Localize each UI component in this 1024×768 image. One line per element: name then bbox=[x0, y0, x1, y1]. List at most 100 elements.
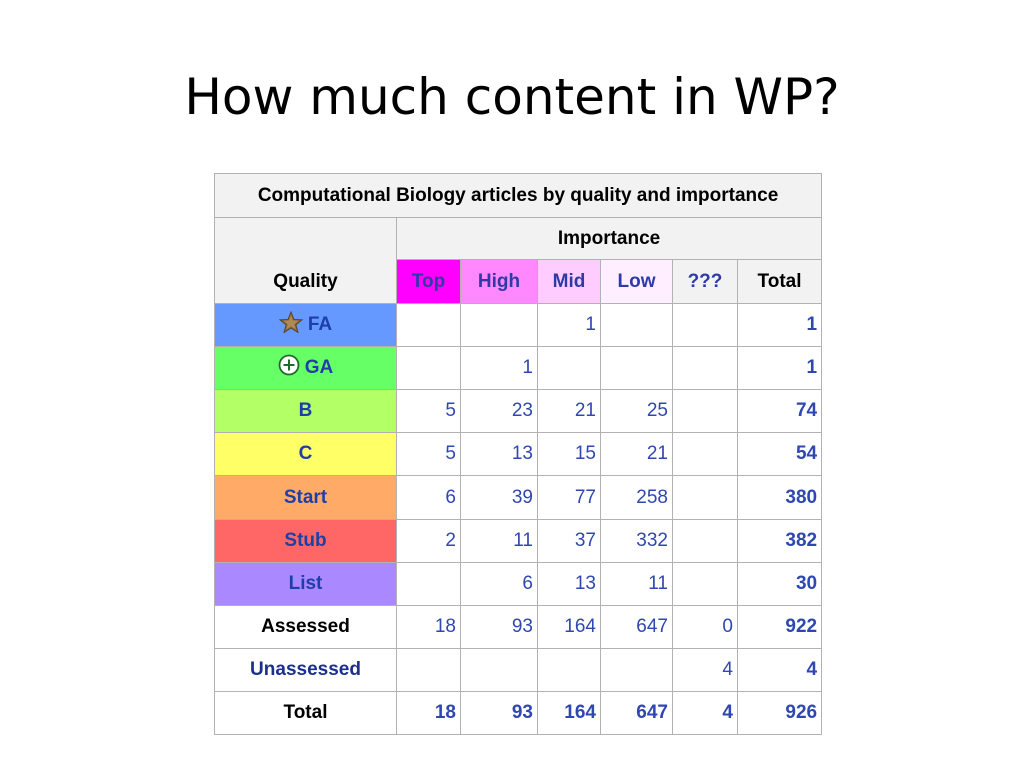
cell-total-unknown[interactable]: 4 bbox=[672, 690, 738, 736]
column-header-unknown[interactable]: ??? bbox=[672, 259, 738, 305]
cell-list-mid[interactable]: 13 bbox=[537, 561, 601, 606]
cell-total-top[interactable]: 18 bbox=[396, 690, 461, 736]
cell-ga-mid bbox=[537, 346, 601, 391]
column-label: High bbox=[477, 270, 521, 292]
cell-unassessed-high bbox=[460, 647, 538, 692]
cell-fa-mid[interactable]: 1 bbox=[537, 303, 601, 348]
cell-unassessed-mid bbox=[537, 647, 601, 692]
row-label-stub[interactable]: Stub bbox=[214, 518, 397, 563]
cell-list-total[interactable]: 30 bbox=[736, 561, 823, 606]
cell-c-mid[interactable]: 15 bbox=[537, 432, 601, 477]
cell-ga-unknown bbox=[672, 346, 738, 391]
cell-b-mid[interactable]: 21 bbox=[537, 389, 601, 434]
cell-total-high[interactable]: 93 bbox=[460, 690, 538, 736]
cell-c-total[interactable]: 54 bbox=[736, 432, 823, 477]
cell-b-unknown bbox=[672, 389, 738, 434]
cell-stub-high[interactable]: 11 bbox=[460, 518, 538, 563]
featured-star-icon bbox=[278, 310, 304, 339]
cell-c-top[interactable]: 5 bbox=[396, 432, 461, 477]
cell-c-unknown bbox=[672, 432, 738, 477]
row-label-b[interactable]: B bbox=[214, 389, 397, 434]
cell-fa-high bbox=[460, 303, 538, 348]
table-row: Start 6 39 77 258 380 bbox=[214, 475, 823, 520]
cell-assessed-top[interactable]: 18 bbox=[396, 604, 461, 649]
cell-stub-low[interactable]: 332 bbox=[600, 518, 673, 563]
cell-ga-low bbox=[600, 346, 673, 391]
quality-label: FA bbox=[307, 314, 333, 336]
table-row: Unassessed 4 4 bbox=[214, 647, 823, 692]
quality-importance-table: Computational Biology articles by qualit… bbox=[213, 172, 823, 736]
cell-stub-total[interactable]: 382 bbox=[736, 518, 823, 563]
table-row: List 6 13 11 30 bbox=[214, 561, 823, 606]
cell-total-mid[interactable]: 164 bbox=[537, 690, 601, 736]
table-row: Total 18 93 164 647 4 926 bbox=[214, 690, 823, 736]
cell-start-high[interactable]: 39 bbox=[460, 475, 538, 520]
good-article-plus-icon bbox=[278, 354, 300, 382]
row-label-c[interactable]: C bbox=[214, 432, 397, 477]
cell-total-total[interactable]: 926 bbox=[736, 690, 823, 736]
cell-fa-top bbox=[396, 303, 461, 348]
cell-unassessed-total[interactable]: 4 bbox=[736, 647, 823, 692]
cell-unassessed-top bbox=[396, 647, 461, 692]
table-row: Assessed 18 93 164 647 0 922 bbox=[214, 604, 823, 649]
row-label-unassessed[interactable]: Unassessed bbox=[214, 647, 397, 692]
quality-header: Quality bbox=[214, 217, 397, 305]
table-row: B 5 23 21 25 74 bbox=[214, 389, 823, 434]
cell-unassessed-low bbox=[600, 647, 673, 692]
cell-ga-top bbox=[396, 346, 461, 391]
column-header-mid[interactable]: Mid bbox=[537, 259, 601, 305]
row-label-list[interactable]: List bbox=[214, 561, 397, 606]
cell-start-mid[interactable]: 77 bbox=[537, 475, 601, 520]
column-header-top[interactable]: Top bbox=[396, 259, 461, 305]
cell-stub-unknown bbox=[672, 518, 738, 563]
column-header-low[interactable]: Low bbox=[600, 259, 673, 305]
table-row: FA 1 1 bbox=[214, 303, 823, 348]
cell-start-total[interactable]: 380 bbox=[736, 475, 823, 520]
cell-list-low[interactable]: 11 bbox=[600, 561, 673, 606]
cell-unassessed-unknown[interactable]: 4 bbox=[672, 647, 738, 692]
cell-ga-high[interactable]: 1 bbox=[460, 346, 538, 391]
cell-b-top[interactable]: 5 bbox=[396, 389, 461, 434]
cell-assessed-mid[interactable]: 164 bbox=[537, 604, 601, 649]
table-row: C 5 13 15 21 54 bbox=[214, 432, 823, 477]
importance-header: Importance bbox=[395, 217, 823, 261]
column-header-total: Total bbox=[736, 259, 823, 305]
table-row: Stub 2 11 37 332 382 bbox=[214, 518, 823, 563]
cell-ga-total[interactable]: 1 bbox=[736, 346, 823, 391]
cell-list-top bbox=[396, 561, 461, 606]
row-label-fa[interactable]: FA bbox=[214, 303, 397, 348]
column-label: Mid bbox=[552, 270, 586, 292]
cell-c-low[interactable]: 21 bbox=[600, 432, 673, 477]
cell-assessed-unknown[interactable]: 0 bbox=[672, 604, 738, 649]
table-caption: Computational Biology articles by qualit… bbox=[213, 172, 823, 219]
cell-start-top[interactable]: 6 bbox=[396, 475, 461, 520]
cell-assessed-low[interactable]: 647 bbox=[600, 604, 673, 649]
cell-total-low[interactable]: 647 bbox=[600, 690, 673, 736]
row-label-total: Total bbox=[214, 690, 397, 736]
column-label: ??? bbox=[687, 270, 723, 292]
cell-b-high[interactable]: 23 bbox=[460, 389, 538, 434]
quality-label: GA bbox=[304, 357, 334, 379]
column-header-high[interactable]: High bbox=[460, 259, 538, 305]
cell-list-high[interactable]: 6 bbox=[460, 561, 538, 606]
cell-c-high[interactable]: 13 bbox=[460, 432, 538, 477]
cell-b-total[interactable]: 74 bbox=[736, 389, 823, 434]
column-label: Total bbox=[757, 270, 802, 292]
cell-fa-unknown bbox=[672, 303, 738, 348]
column-label: Top bbox=[411, 270, 446, 292]
slide-title: How much content in WP? bbox=[184, 68, 840, 126]
cell-start-low[interactable]: 258 bbox=[600, 475, 673, 520]
row-label-start[interactable]: Start bbox=[214, 475, 397, 520]
cell-list-unknown bbox=[672, 561, 738, 606]
cell-assessed-high[interactable]: 93 bbox=[460, 604, 538, 649]
cell-start-unknown bbox=[672, 475, 738, 520]
cell-stub-mid[interactable]: 37 bbox=[537, 518, 601, 563]
table-row: GA 1 1 bbox=[214, 346, 823, 391]
cell-fa-low bbox=[600, 303, 673, 348]
cell-stub-top[interactable]: 2 bbox=[396, 518, 461, 563]
row-label-ga[interactable]: GA bbox=[214, 346, 397, 391]
row-label-assessed: Assessed bbox=[214, 604, 397, 649]
cell-fa-total[interactable]: 1 bbox=[736, 303, 823, 348]
cell-b-low[interactable]: 25 bbox=[600, 389, 673, 434]
cell-assessed-total[interactable]: 922 bbox=[736, 604, 823, 649]
